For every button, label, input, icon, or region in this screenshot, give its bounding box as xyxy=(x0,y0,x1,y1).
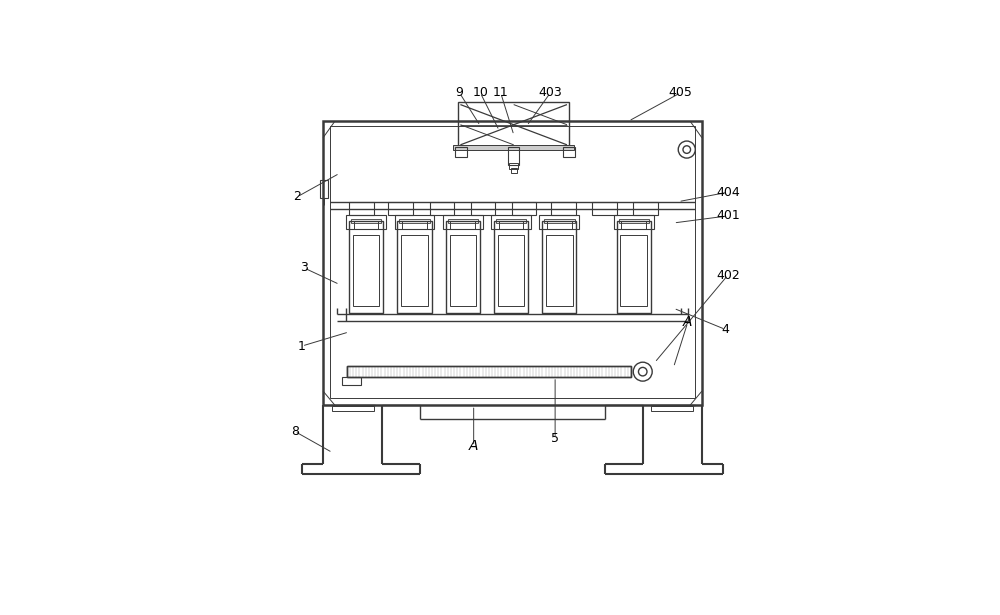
Bar xyxy=(458,102,569,147)
Bar xyxy=(388,202,413,215)
Bar xyxy=(922,377,941,386)
Bar xyxy=(448,219,478,223)
Bar xyxy=(401,235,428,306)
Bar xyxy=(399,219,430,223)
Bar xyxy=(614,215,654,229)
Bar xyxy=(349,221,383,313)
Bar xyxy=(509,163,518,169)
Bar xyxy=(443,215,483,229)
Text: 403: 403 xyxy=(539,86,562,99)
Bar xyxy=(323,121,702,405)
Bar xyxy=(498,235,524,306)
Bar xyxy=(397,221,432,313)
Bar xyxy=(342,377,361,386)
Text: 9: 9 xyxy=(456,86,463,99)
Bar xyxy=(453,145,574,149)
Bar xyxy=(347,367,631,377)
Bar xyxy=(620,235,647,306)
Bar xyxy=(430,202,454,215)
Bar xyxy=(455,147,467,157)
Bar xyxy=(496,219,526,223)
Bar xyxy=(471,202,495,215)
Bar xyxy=(395,215,434,229)
Bar xyxy=(592,202,617,215)
Bar xyxy=(446,221,480,313)
Bar xyxy=(511,167,517,173)
Bar xyxy=(450,235,476,306)
Bar xyxy=(563,147,575,157)
Bar xyxy=(512,202,536,215)
Bar xyxy=(320,180,328,198)
Bar xyxy=(351,219,381,223)
Text: 11: 11 xyxy=(493,86,509,99)
Bar xyxy=(346,215,386,229)
Bar xyxy=(551,202,576,215)
Text: 10: 10 xyxy=(472,86,488,99)
Text: 4: 4 xyxy=(722,323,730,336)
Bar xyxy=(347,367,631,377)
Bar xyxy=(349,202,374,215)
Bar xyxy=(353,235,379,306)
Text: 5: 5 xyxy=(551,432,559,445)
Text: 404: 404 xyxy=(716,186,740,199)
Bar xyxy=(633,202,658,215)
Text: 405: 405 xyxy=(669,86,693,99)
Bar xyxy=(508,147,519,165)
Bar xyxy=(330,126,695,398)
Bar xyxy=(544,219,575,223)
Text: A: A xyxy=(469,440,478,453)
Text: 1: 1 xyxy=(298,339,306,352)
Bar xyxy=(332,407,374,411)
Text: 8: 8 xyxy=(291,425,299,438)
Bar xyxy=(542,221,576,313)
Bar xyxy=(651,407,693,411)
Bar xyxy=(619,219,649,223)
Text: 2: 2 xyxy=(293,191,301,204)
Bar xyxy=(491,215,531,229)
Bar xyxy=(617,221,651,313)
Bar xyxy=(494,221,528,313)
Text: 402: 402 xyxy=(716,269,740,282)
Text: 3: 3 xyxy=(300,261,308,274)
Text: 401: 401 xyxy=(716,209,740,223)
Text: A: A xyxy=(683,315,692,330)
Bar xyxy=(539,215,579,229)
Bar xyxy=(546,235,573,306)
